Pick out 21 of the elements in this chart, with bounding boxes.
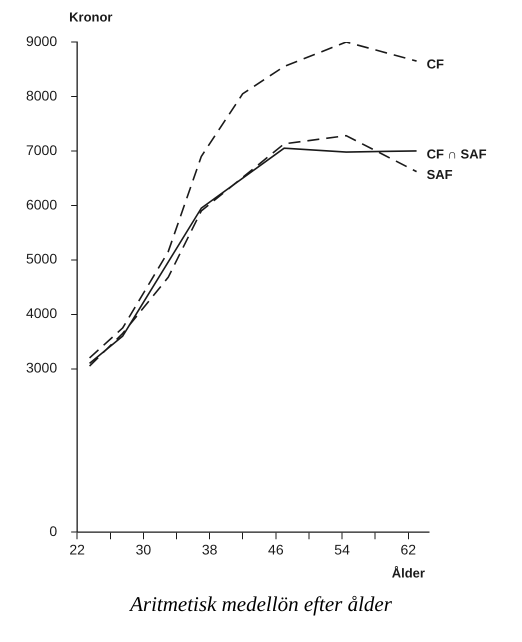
- y-tick-label: 9000: [26, 32, 58, 49]
- y-axis-title: Kronor: [69, 10, 112, 25]
- y-tick-label: 8000: [26, 87, 58, 104]
- y-tick-label: 4000: [26, 305, 58, 322]
- text: Aritmetisk medellön efter ålder: [128, 592, 393, 617]
- line-series: [88, 42, 418, 359]
- x-tick-label: 38: [202, 541, 218, 558]
- x-tick-label: 54: [334, 541, 350, 558]
- series-label: CF ∩ SAF: [426, 146, 487, 162]
- y-tick-label: 0: [49, 523, 58, 540]
- x-tick-label: 46: [268, 541, 284, 558]
- series-label: CF: [426, 56, 444, 72]
- x-tick-label: 30: [136, 541, 152, 558]
- x-axis-title: Ålder: [392, 566, 425, 581]
- y-tick-label: 5000: [26, 250, 58, 267]
- y-tick-label: 7000: [26, 142, 58, 158]
- series-label: SAF: [426, 167, 453, 182]
- y-tick-label: 6000: [26, 196, 58, 212]
- x-tick-label: 62: [400, 541, 416, 558]
- y-tick-label: 3000: [26, 360, 58, 376]
- x-tick-label: 22: [69, 541, 86, 558]
